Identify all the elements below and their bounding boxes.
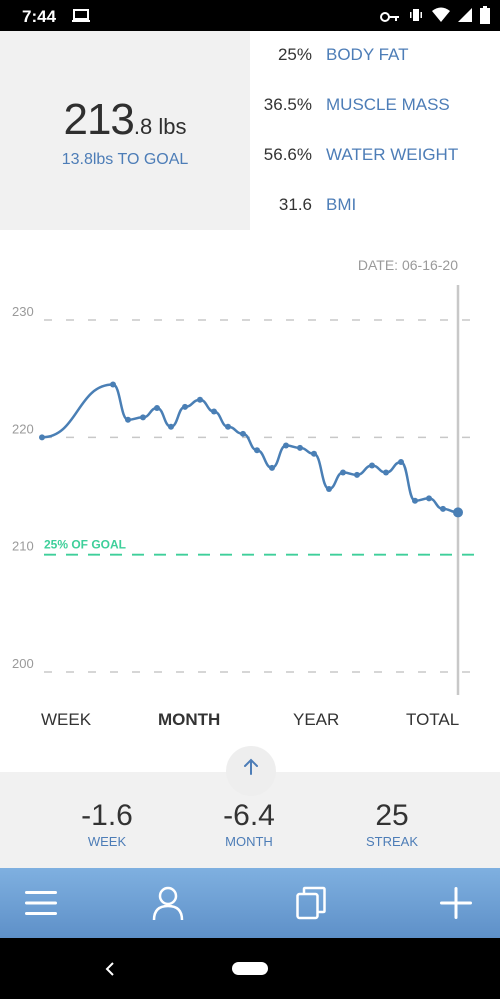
stat-label: STREAK — [365, 834, 418, 849]
weight-point — [140, 414, 146, 421]
stat-value: -6.4 — [223, 799, 275, 832]
menu-icon — [25, 891, 57, 915]
arrow-up-icon — [244, 758, 258, 775]
weight-summary: 213.8 lbs 13.8lbs TO GOAL — [0, 31, 250, 230]
weight-point — [283, 442, 289, 449]
weight-series-line — [41, 383, 459, 514]
weight-point — [211, 408, 217, 415]
profile-icon — [152, 886, 184, 921]
weight-point — [383, 469, 389, 476]
weight-point — [297, 444, 303, 451]
metric-label: BMI — [326, 195, 357, 214]
weight-point — [354, 471, 360, 478]
metric-label: MUSCLE MASS — [326, 95, 450, 114]
status-icons — [380, 6, 490, 24]
weight-point — [197, 396, 203, 403]
tab-total[interactable]: TOTAL — [406, 710, 460, 729]
vibrate-icon — [410, 9, 422, 21]
weight-point — [398, 458, 404, 465]
stat-month: -6.4 MONTH — [189, 799, 309, 850]
weight-point — [154, 405, 160, 411]
metric-value: 36.5% — [263, 95, 312, 114]
metric-body-fat: 25% BODY FAT — [250, 31, 500, 81]
y-tick-label: 200 — [12, 656, 34, 671]
weight-point — [39, 434, 45, 441]
laptop-icon — [72, 9, 90, 22]
system-nav-bar — [0, 938, 500, 999]
stat-value: -1.6 — [81, 799, 133, 832]
y-tick-label: 230 — [12, 304, 34, 319]
back-icon[interactable] — [104, 962, 116, 976]
weight-point — [326, 485, 332, 492]
profile-button[interactable] — [146, 883, 190, 923]
tab-month[interactable]: MONTH — [158, 710, 221, 729]
metric-value: 25% — [277, 45, 312, 64]
signal-icon — [458, 8, 472, 22]
weight-main: 213 — [63, 95, 134, 144]
metric-water-weight: 56.6% WATER WEIGHT — [250, 131, 500, 181]
weight-point — [125, 416, 131, 423]
weight-point — [168, 423, 174, 430]
weight-point — [453, 507, 463, 518]
metric-muscle-mass: 36.5% MUSCLE MASS — [250, 81, 500, 131]
stat-week: -1.6 WEEK — [47, 799, 167, 850]
weight-chart[interactable]: 230 220 210 200 25% OF GOAL — [0, 280, 500, 700]
goal-label: 25% OF GOAL — [44, 538, 126, 552]
metric-label: WATER WEIGHT — [326, 145, 459, 164]
y-tick-label: 220 — [12, 421, 34, 436]
metric-label: BODY FAT — [326, 45, 409, 64]
metric-bmi: 31.6 BMI — [250, 181, 500, 231]
weight-point — [254, 447, 260, 454]
weight-point — [440, 505, 446, 512]
weight-suffix: .8 lbs — [133, 114, 187, 139]
tab-year[interactable]: YEAR — [293, 710, 340, 729]
weight-point — [269, 464, 275, 471]
expand-button[interactable] — [226, 746, 276, 796]
stat-label: MONTH — [225, 834, 273, 849]
current-weight: 213.8 lbs — [0, 95, 250, 145]
period-tabs: WEEK MONTH YEAR TOTAL — [0, 710, 500, 734]
status-time: 7:44 — [22, 7, 57, 26]
weight-point — [311, 450, 317, 457]
battery-icon — [480, 6, 490, 24]
copy-button[interactable] — [289, 883, 333, 923]
menu-button[interactable] — [19, 883, 63, 923]
to-goal-label: 13.8lbs TO GOAL — [61, 151, 189, 168]
tab-week[interactable]: WEEK — [41, 710, 92, 729]
stat-value: 25 — [375, 799, 409, 832]
plus-icon — [440, 887, 472, 919]
weight-point — [412, 497, 418, 504]
weight-point — [340, 469, 346, 476]
status-bar: 7:44 — [0, 0, 500, 31]
weight-point — [110, 381, 116, 388]
copy-icon — [296, 886, 326, 920]
date-label: DATE: 06-16-20 — [357, 257, 458, 273]
home-pill[interactable] — [232, 962, 268, 975]
weight-point — [426, 495, 432, 502]
weight-point — [240, 430, 246, 437]
weight-point — [182, 403, 188, 410]
y-tick-label: 210 — [12, 539, 34, 554]
bottom-navbar — [0, 868, 500, 938]
add-button[interactable] — [434, 883, 478, 923]
metric-value: 31.6 — [278, 195, 312, 214]
stat-label: WEEK — [87, 834, 127, 849]
weight-point — [225, 423, 231, 430]
metric-value: 56.6% — [263, 145, 312, 164]
wifi-icon — [432, 7, 450, 22]
stat-streak: 25 STREAK — [332, 799, 452, 850]
vpn-key-icon — [380, 12, 399, 22]
weight-point — [369, 462, 375, 469]
